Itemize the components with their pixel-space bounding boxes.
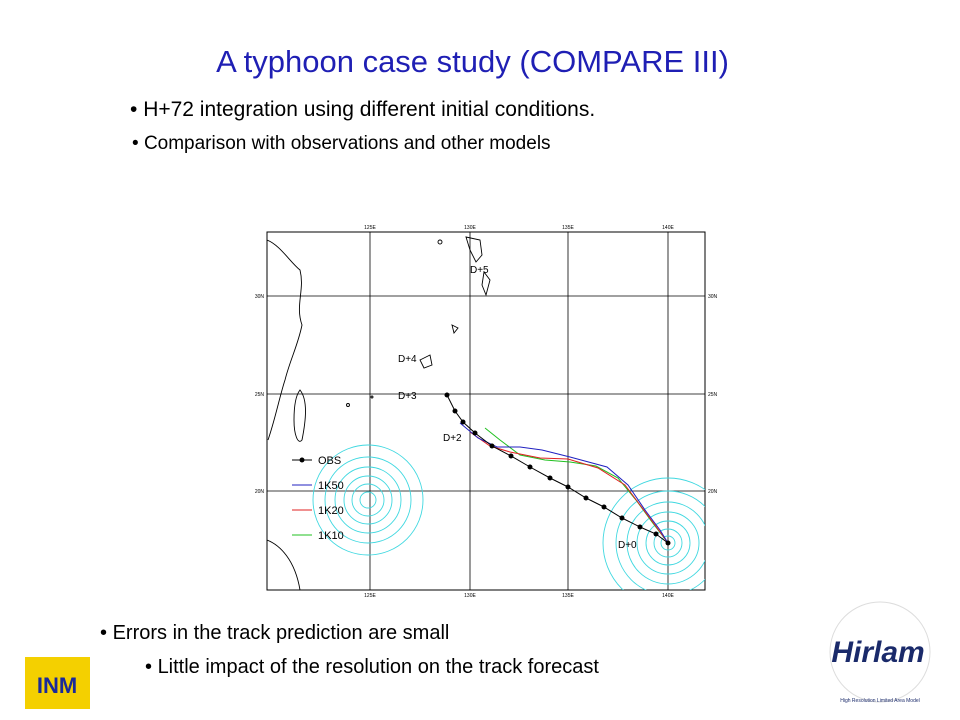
bullet-text: Little impact of the resolution on the t… xyxy=(157,656,599,678)
legend xyxy=(292,457,312,536)
inm-logo: INM xyxy=(25,657,90,709)
obs-points xyxy=(444,392,671,546)
lon-label: 125E xyxy=(364,593,376,599)
lat-label: 30N xyxy=(255,294,265,300)
logo-text: INM xyxy=(37,673,77,698)
day-label: D+3 xyxy=(398,391,417,402)
lon-label: 140E xyxy=(662,593,674,599)
day-label: D+4 xyxy=(398,354,417,365)
day-label: D+0 xyxy=(618,540,637,551)
lat-label: 25N xyxy=(708,392,718,398)
lon-label: 125E xyxy=(364,225,376,231)
lon-label: 130E xyxy=(464,593,476,599)
hirlam-logo: Hirlam High Resolution Limited Area Mode… xyxy=(829,601,931,704)
legend-label: 1K20 xyxy=(318,505,344,517)
day-label: D+2 xyxy=(443,433,462,444)
bullet: • Comparison with observations and other… xyxy=(132,133,551,154)
lat-label: 30N xyxy=(708,294,718,300)
legend-label: 1K50 xyxy=(318,480,344,492)
legend-label: OBS xyxy=(318,455,341,467)
slide-title: A typhoon case study (COMPARE III) xyxy=(216,44,729,79)
bullet: • H+72 integration using different initi… xyxy=(130,98,596,121)
logo-ring-text: High Resolution Limited Area Model xyxy=(840,698,920,704)
bullet-text: Errors in the track prediction are small xyxy=(112,622,450,644)
bullet: • Errors in the track prediction are sma… xyxy=(100,622,450,644)
bullet: • Little impact of the resolution on the… xyxy=(145,656,599,678)
bullet-text: Comparison with observations and other m… xyxy=(143,133,551,154)
graticule xyxy=(267,232,705,590)
day-label: D+5 xyxy=(470,265,489,276)
lat-label: 25N xyxy=(255,392,265,398)
map-frame xyxy=(266,231,706,591)
legend-label: 1K10 xyxy=(318,530,344,542)
lon-label: 130E xyxy=(464,225,476,231)
lon-label: 135E xyxy=(562,593,574,599)
lat-label: 20N xyxy=(255,489,265,495)
lon-label: 135E xyxy=(562,225,574,231)
logo-text: Hirlam xyxy=(831,636,924,669)
lat-label: 20N xyxy=(708,489,718,495)
coastlines xyxy=(267,236,491,590)
contours xyxy=(312,444,705,590)
lon-label: 140E xyxy=(662,225,674,231)
bullet-text: H+72 integration using different initial… xyxy=(143,98,596,121)
map-labels: 125E 125E 130E 130E 135E 135E 140E 140E 30N 30N 25… xyxy=(255,225,718,599)
